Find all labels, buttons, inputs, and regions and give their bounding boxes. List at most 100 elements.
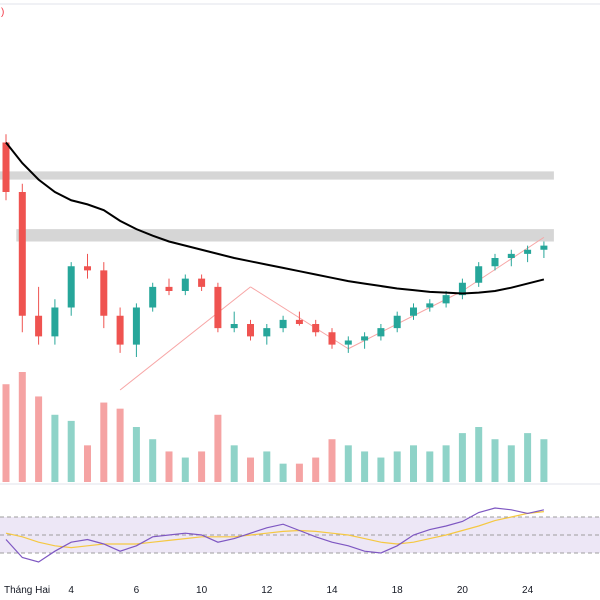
volume-bar bbox=[393, 451, 401, 482]
candle bbox=[116, 307, 124, 353]
candle-body bbox=[35, 315, 43, 337]
candle-body bbox=[214, 286, 222, 329]
candle bbox=[198, 274, 206, 291]
candle bbox=[35, 286, 43, 345]
volume-bar bbox=[67, 420, 75, 482]
candle-body bbox=[344, 340, 352, 345]
candle-body bbox=[2, 142, 10, 192]
x-tick-label: 4 bbox=[68, 585, 74, 596]
candle bbox=[312, 319, 320, 337]
x-tick-label: 14 bbox=[326, 585, 338, 596]
volume-bar bbox=[230, 445, 238, 482]
volume-bar bbox=[51, 414, 59, 482]
x-axis: Tháng Hai 4 6 10 12 14 18 20 24 bbox=[4, 585, 534, 596]
candle-body bbox=[165, 286, 173, 291]
volume-bar bbox=[507, 445, 515, 482]
price-candles bbox=[2, 134, 548, 357]
candle-body bbox=[51, 307, 59, 337]
volume-bars bbox=[2, 372, 548, 482]
candle-body bbox=[475, 266, 483, 283]
volume-bar bbox=[100, 402, 108, 482]
candle-body bbox=[426, 303, 434, 308]
candle bbox=[230, 311, 238, 333]
resistance-zones bbox=[0, 171, 554, 242]
candle bbox=[442, 291, 450, 308]
x-tick-label: Tháng Hai bbox=[4, 585, 50, 596]
candle bbox=[67, 262, 75, 316]
volume-bar bbox=[149, 439, 157, 482]
volume-bar bbox=[198, 451, 206, 482]
candle-body bbox=[377, 328, 385, 337]
candle-body bbox=[328, 332, 336, 345]
volume-bar bbox=[279, 463, 287, 482]
candle bbox=[181, 274, 189, 296]
candle-body bbox=[442, 295, 450, 304]
candle-body bbox=[295, 319, 303, 324]
candle-body bbox=[263, 328, 271, 337]
candle bbox=[51, 299, 59, 345]
trendline bbox=[119, 286, 251, 391]
candle bbox=[328, 328, 336, 349]
candle-body bbox=[410, 307, 417, 316]
candle bbox=[214, 282, 222, 333]
candle bbox=[295, 311, 303, 326]
volume-bar bbox=[361, 451, 369, 482]
volume-bar bbox=[84, 445, 91, 482]
volume-bar bbox=[475, 427, 483, 482]
candle bbox=[263, 324, 271, 345]
candle-body bbox=[18, 192, 26, 316]
candle bbox=[149, 282, 157, 312]
x-tick-label: 20 bbox=[457, 585, 469, 596]
volume-bar bbox=[2, 384, 10, 482]
volume-bar bbox=[35, 396, 43, 482]
volume-bar bbox=[426, 451, 434, 482]
candle bbox=[18, 183, 26, 333]
candle bbox=[540, 241, 548, 258]
candle-body bbox=[361, 336, 369, 341]
rsi-band bbox=[0, 517, 600, 553]
candle-body bbox=[84, 266, 91, 271]
candle bbox=[84, 253, 91, 279]
volume-bar bbox=[214, 414, 222, 482]
volume-bar bbox=[295, 463, 303, 482]
candle-body bbox=[507, 253, 515, 258]
volume-bar bbox=[18, 372, 26, 482]
candle-body bbox=[279, 319, 287, 329]
candle-body bbox=[312, 324, 320, 333]
candle bbox=[524, 245, 532, 263]
volume-bar bbox=[491, 439, 499, 482]
candle-body bbox=[198, 278, 206, 287]
candle-body bbox=[132, 307, 140, 345]
trendlines bbox=[119, 236, 545, 391]
candle bbox=[491, 253, 499, 271]
candle-body bbox=[247, 324, 254, 337]
volume-bar bbox=[247, 457, 254, 482]
volume-bar bbox=[458, 433, 466, 482]
candle-body bbox=[181, 278, 189, 291]
candle bbox=[393, 311, 401, 333]
x-tick-label: 10 bbox=[196, 585, 208, 596]
candle-body bbox=[149, 286, 157, 308]
x-tick-label: 6 bbox=[134, 585, 140, 596]
rsi-line bbox=[5, 507, 545, 563]
candle bbox=[377, 324, 385, 341]
volume-bar bbox=[263, 451, 271, 482]
candle-body bbox=[100, 270, 108, 316]
candle bbox=[344, 336, 352, 353]
rsi-ma-line bbox=[5, 511, 544, 549]
volume-bar bbox=[181, 457, 189, 482]
x-tick-label: 12 bbox=[261, 585, 273, 596]
candle bbox=[279, 315, 287, 333]
candle-body bbox=[67, 266, 75, 308]
candle bbox=[458, 278, 466, 300]
volume-bar bbox=[410, 445, 417, 482]
volume-bar bbox=[344, 445, 352, 482]
candle-body bbox=[491, 258, 499, 267]
volume-bar bbox=[116, 408, 124, 482]
volume-bar bbox=[328, 439, 336, 482]
volume-bar bbox=[132, 427, 140, 482]
moving-average-line bbox=[5, 141, 545, 295]
candle bbox=[100, 262, 108, 329]
x-tick-label: 18 bbox=[392, 585, 404, 596]
